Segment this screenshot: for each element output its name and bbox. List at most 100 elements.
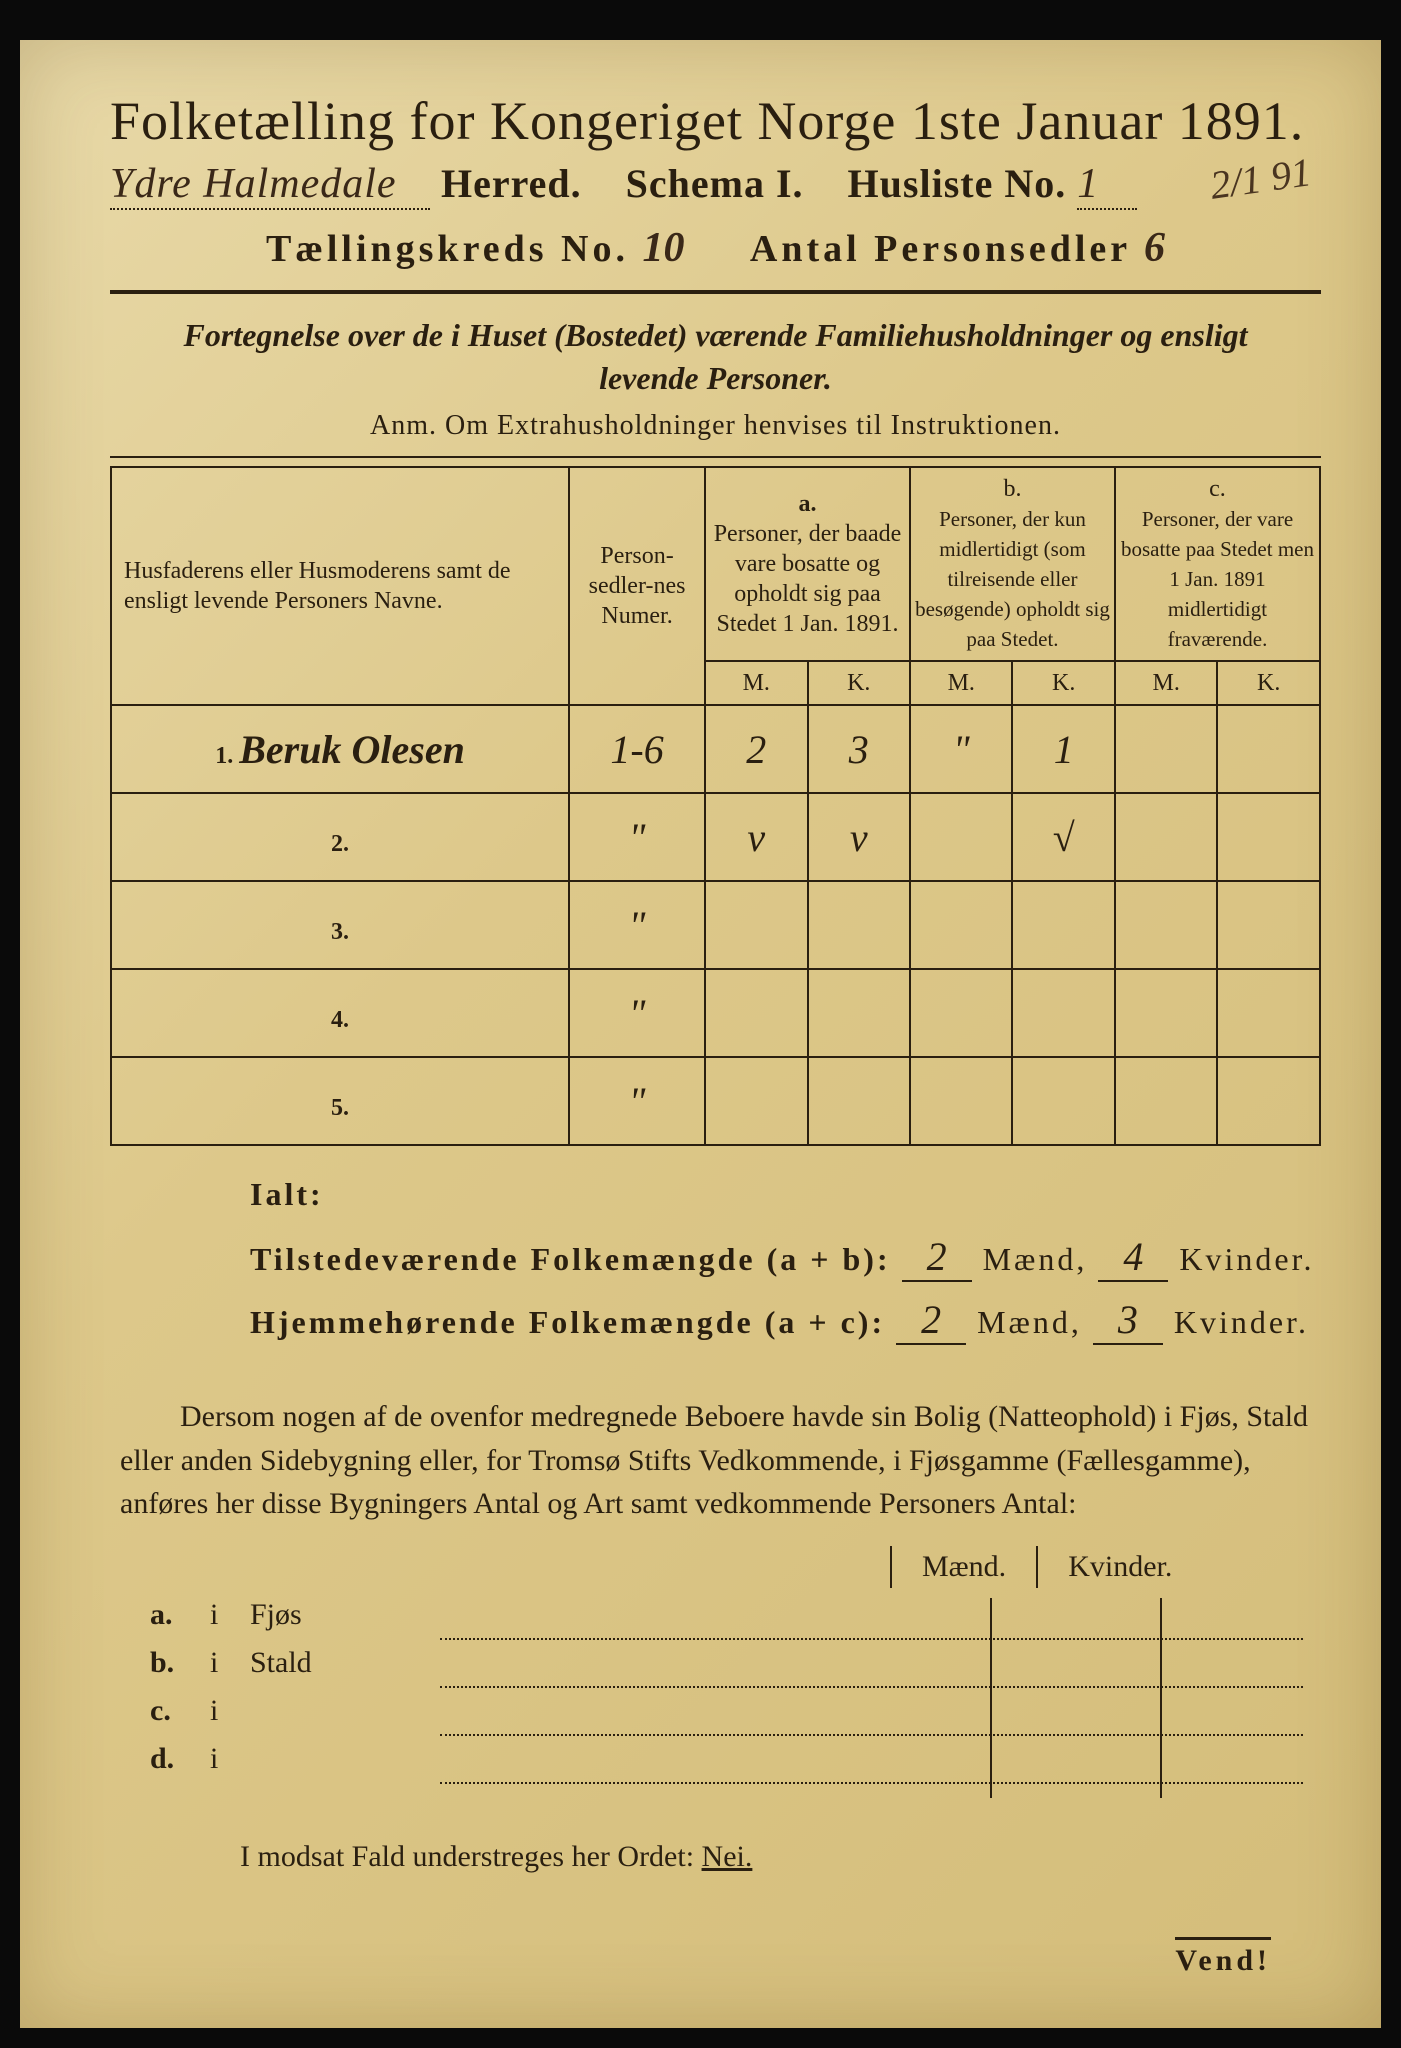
row-b-m [910,969,1012,1057]
footer-nei: Nei. [702,1840,753,1873]
side-head-m: Mænd. [890,1546,1036,1588]
row-number: 4. [111,969,569,1057]
sidebuilding-paragraph: Dersom nogen af de ovenfor medregnede Be… [120,1395,1311,1526]
divider-1 [110,290,1321,294]
row-number: 1. Beruk Olesen [111,705,569,793]
kreds-label: Tællingskreds No. [266,228,629,270]
desc-line-2: levende Personer. [599,360,832,396]
col-b-m: M. [910,661,1012,705]
sidebuilding-row: c.i [150,1694,1311,1742]
row-number: 3. [111,881,569,969]
form-description: Fortegnelse over de i Huset (Bostedet) v… [110,314,1321,400]
row-a-m: v [705,793,807,881]
present-m: 2 [902,1233,972,1282]
home-label: Hjemmehørende Folkemængde (a + c): [250,1304,885,1340]
row-a-m [705,881,807,969]
col-a-text: Personer, der baade vare bosatte og opho… [714,521,902,637]
side-row-i: i [210,1694,250,1728]
side-row-letter: d. [150,1742,210,1776]
table-row: 3. " [111,881,1320,969]
row-c-k [1217,1057,1320,1145]
present-label: Tilstedeværende Folkemængde (a + b): [250,1241,891,1277]
side-row-dots [440,1637,1303,1640]
row-a-k [808,881,910,969]
schema-label: Schema I. [626,161,804,206]
form-note: Anm. Om Extrahusholdninger henvises til … [110,410,1321,442]
side-row-name: Stald [250,1646,440,1680]
side-head-k: Kvinder. [1036,1546,1202,1588]
antal-label: Antal Personsedler [750,228,1131,270]
row-b-k [1012,969,1114,1057]
row-c-k [1217,881,1320,969]
col-header-a: a. Personer, der baade vare bosatte og o… [705,467,910,661]
side-row-dots [440,1781,1303,1784]
table-row: 1. Beruk Olesen1-623"1 [111,705,1320,793]
row-a-k: 3 [808,705,910,793]
header-line-3: Tællingskreds No. 10 Antal Personsedler … [110,224,1321,272]
col-header-b: b. Personer, der kun midlertidigt (som t… [910,467,1115,661]
divider-2 [110,456,1321,458]
maend-2: Mænd, [977,1304,1082,1340]
row-number: 5. [111,1057,569,1145]
col-c-k: K. [1217,661,1320,705]
col-c-text: Personer, der vare bosatte paa Stedet me… [1121,507,1314,651]
husliste-label: Husliste No. [848,161,1067,206]
kvinder-2: Kvinder. [1174,1304,1309,1340]
sidebuilding-table: a.iFjøsb.iStaldc.id.i [150,1598,1311,1790]
row-numer: " [569,793,705,881]
antal-no: 6 [1144,225,1165,271]
home-m: 2 [896,1296,966,1345]
side-row-name: Fjøs [250,1598,440,1632]
side-row-letter: c. [150,1694,210,1728]
row-a-k [808,969,910,1057]
maend-1: Mænd, [983,1241,1088,1277]
row-b-k: 1 [1012,705,1114,793]
sidebuilding-row: a.iFjøs [150,1598,1311,1646]
row-a-m: 2 [705,705,807,793]
turn-over-label: Vend! [1175,1937,1271,1978]
row-c-k [1217,705,1320,793]
side-col-divider-2 [1160,1598,1162,1798]
col-c-label: c. [1209,476,1226,502]
row-b-m [910,881,1012,969]
row-c-k [1217,969,1320,1057]
col-a-k: K. [808,661,910,705]
side-row-letter: a. [150,1598,210,1632]
header-line-2: Ydre Halmedale Herred. Schema I. Huslist… [110,160,1321,210]
side-row-dots [440,1733,1303,1736]
row-b-m [910,1057,1012,1145]
herred-label: Herred. [441,161,582,206]
row-numer: " [569,969,705,1057]
row-b-k: √ [1012,793,1114,881]
table-row: 5. " [111,1057,1320,1145]
side-row-letter: b. [150,1646,210,1680]
table-row: 2. "vv√ [111,793,1320,881]
present-k: 4 [1098,1233,1168,1282]
side-row-i: i [210,1598,250,1632]
col-header-names: Husfaderens eller Husmoderens samt de en… [111,467,569,705]
col-b-k: K. [1012,661,1114,705]
row-c-m [1115,793,1217,881]
col-a-m: M. [705,661,807,705]
col-b-text: Personer, der kun midlertidigt (som tilr… [915,507,1110,651]
ialt-label: Ialt: [250,1176,324,1212]
side-row-i: i [210,1646,250,1680]
husliste-no: 1 [1077,160,1137,210]
sidebuilding-row: d.i [150,1742,1311,1790]
col-c-m: M. [1115,661,1217,705]
row-a-k: v [808,793,910,881]
sidebuilding-header: Mænd. Kvinder. [890,1546,1321,1588]
row-name: Beruk Olesen [239,727,465,772]
col-b-label: b. [1003,476,1021,502]
row-c-k [1217,793,1320,881]
row-c-m [1115,881,1217,969]
totals-block: Ialt: Tilstedeværende Folkemængde (a + b… [250,1176,1321,1345]
desc-line-1: Fortegnelse over de i Huset (Bostedet) v… [184,317,1248,353]
side-col-divider-1 [990,1598,992,1798]
table-row: 4. " [111,969,1320,1057]
side-row-i: i [210,1742,250,1776]
row-b-m [910,793,1012,881]
form-title: Folketælling for Kongeriget Norge 1ste J… [110,90,1321,152]
col-header-numer: Person-sedler-nes Numer. [569,467,705,705]
sidebuilding-row: b.iStald [150,1646,1311,1694]
